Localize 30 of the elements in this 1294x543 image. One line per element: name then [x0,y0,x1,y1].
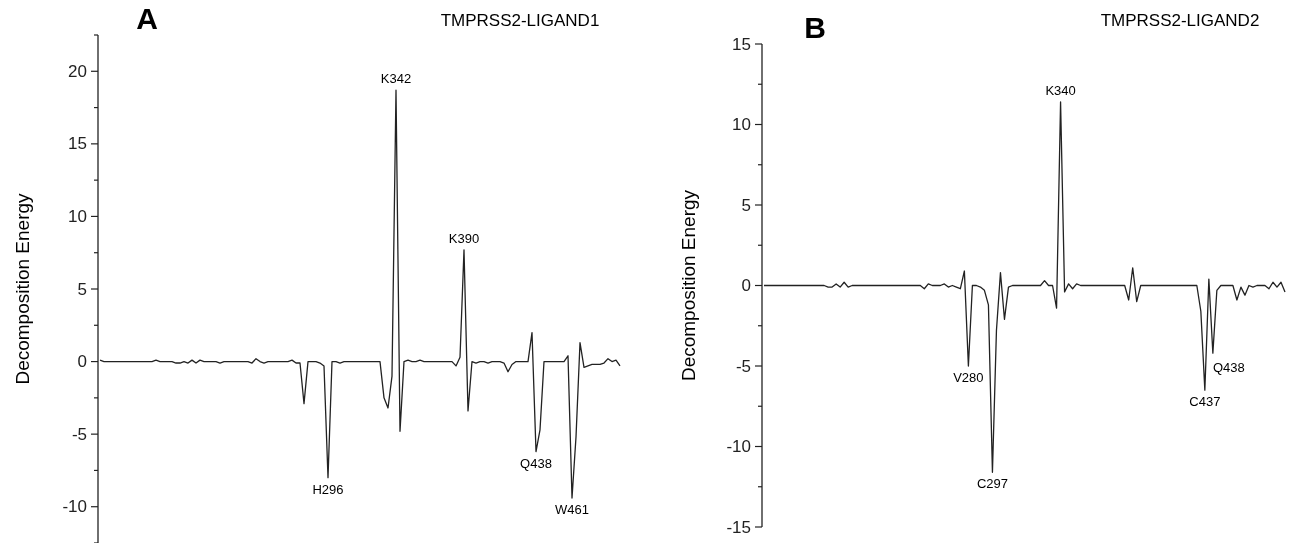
annotation: V280 [953,370,984,385]
y-tick-label: -5 [735,356,751,376]
chart-title: TMPRSS2-LIGAND2 [1100,11,1260,30]
y-tick-label: 5 [77,279,87,299]
y-tick-label: 0 [741,276,751,295]
y-tick-label: 10 [68,206,87,226]
y-tick-label: -10 [726,437,751,456]
y-tick-label: -5 [71,424,87,444]
annotation: C437 [1189,394,1221,410]
y-tick-label: 15 [68,134,87,154]
y-tick-label: 5 [741,195,751,215]
y-tick-label: 15 [732,34,751,54]
annotation: B [804,11,826,44]
y-tick-label: -15 [726,517,751,537]
annotation: K340 [1045,82,1076,98]
annotation: C297 [976,476,1008,492]
annotation: H296 [312,481,344,497]
annotation: K342 [380,71,412,87]
annotation: Q438 [1213,360,1245,375]
y-axis-title: Decomposition Energy [11,192,33,385]
annotation: W461 [555,502,589,518]
y-tick-label: 20 [68,61,87,81]
chart-title: TMPRSS2-LIGAND1 [440,11,600,30]
annotation: K390 [448,230,480,246]
y-axis-title: Decomposition Energy [677,189,699,382]
annotation: Q438 [520,455,552,471]
y-tick-label: 10 [732,115,751,134]
y-tick-label: -10 [62,497,87,517]
y-tick-label: 0 [77,352,87,372]
text: A [136,2,158,35]
